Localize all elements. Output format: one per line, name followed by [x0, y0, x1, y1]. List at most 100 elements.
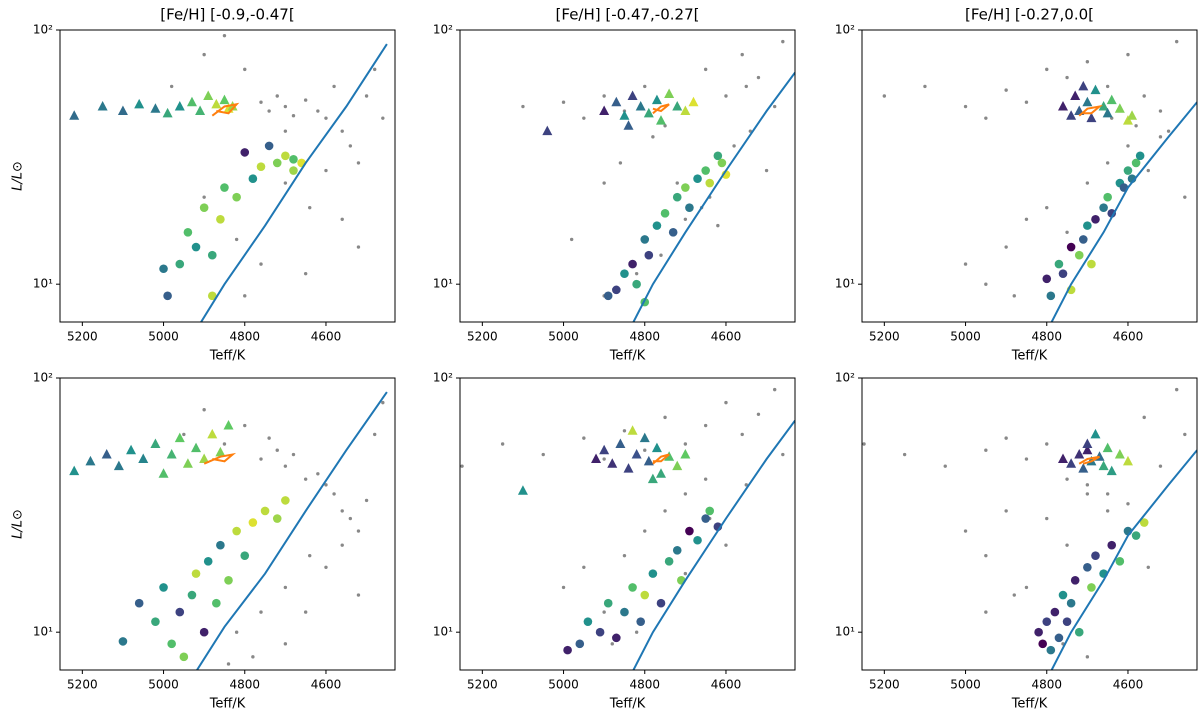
- background-point: [1142, 94, 1146, 98]
- triangle-point: [672, 460, 683, 471]
- background-point: [622, 429, 627, 433]
- background-point: [303, 271, 308, 276]
- background-point: [303, 98, 308, 102]
- background-point: [984, 553, 988, 558]
- axes-frame: [59, 377, 396, 671]
- background-point: [283, 642, 288, 646]
- background-point: [340, 217, 344, 222]
- circle-point: [1062, 617, 1072, 626]
- background-point: [259, 457, 263, 461]
- circle-point: [1054, 633, 1064, 643]
- background-point: [521, 104, 525, 109]
- background-point: [781, 452, 785, 457]
- axes-frame: [459, 377, 796, 671]
- circle-point: [705, 506, 715, 516]
- circle-point: [159, 264, 168, 274]
- background-point: [1105, 161, 1110, 165]
- triangle-point: [182, 458, 193, 468]
- background-point: [348, 516, 353, 521]
- background-point: [1024, 585, 1029, 590]
- background-point: [1174, 39, 1179, 44]
- background-point: [234, 237, 239, 242]
- circle-point: [1083, 221, 1092, 230]
- triangle-point: [1114, 103, 1125, 113]
- circle-point: [191, 569, 201, 578]
- circle-point: [167, 639, 176, 649]
- triangle-point: [647, 473, 658, 484]
- axes-frame: [861, 29, 1198, 323]
- background-point: [1134, 124, 1138, 128]
- background-point: [283, 104, 288, 109]
- background-point: [651, 135, 655, 139]
- triangle-point: [1078, 463, 1089, 473]
- background-point: [1024, 100, 1029, 104]
- triangle-point: [591, 453, 602, 464]
- background-point: [1045, 205, 1049, 210]
- circle-point: [672, 192, 682, 202]
- background-point: [340, 543, 344, 547]
- circle-point: [705, 178, 715, 188]
- model-line: [632, 420, 795, 670]
- model-line: [632, 72, 795, 322]
- circle-point: [220, 183, 229, 192]
- triangle-point: [631, 449, 642, 459]
- x-tick-label: 4600: [1113, 678, 1144, 692]
- circle-point: [1091, 215, 1100, 224]
- background-point: [1142, 415, 1146, 420]
- background-point: [202, 195, 206, 199]
- circle-point: [656, 598, 666, 608]
- triangle-point: [643, 455, 654, 466]
- model-line: [1078, 455, 1100, 465]
- background-point: [561, 585, 566, 590]
- circle-point: [118, 637, 128, 646]
- circle-point: [175, 259, 185, 269]
- triangle-point: [1106, 465, 1117, 476]
- y-tick-label: 10²: [33, 371, 53, 385]
- background-point: [1085, 483, 1090, 487]
- background-point: [582, 116, 586, 120]
- circle-point: [648, 569, 658, 578]
- background-point: [234, 630, 239, 634]
- triangle-point: [1106, 94, 1117, 105]
- background-point: [1126, 502, 1130, 506]
- background-point: [882, 94, 887, 98]
- background-point: [226, 662, 231, 666]
- triangle-point: [1098, 101, 1109, 111]
- x-tick-label: 5200: [869, 678, 900, 692]
- y-tick-label: 10¹: [835, 277, 855, 291]
- x-tick-label: 4600: [711, 330, 742, 344]
- circle-point: [717, 158, 727, 168]
- x-tick-label: 5200: [869, 330, 900, 344]
- background-point: [622, 553, 627, 558]
- background-point: [356, 593, 361, 597]
- circle-point: [1107, 540, 1117, 550]
- background-point: [1085, 181, 1090, 185]
- background-point: [663, 124, 667, 128]
- triangle-point: [672, 101, 683, 111]
- circle-point: [187, 590, 197, 600]
- circle-point: [1054, 259, 1064, 269]
- background-point: [663, 415, 667, 420]
- background-point: [643, 448, 647, 452]
- background-point: [1024, 457, 1029, 461]
- model-line: [211, 102, 240, 117]
- background-point: [1045, 67, 1049, 72]
- x-tick-label: 5200: [67, 330, 98, 344]
- circle-point: [1066, 242, 1076, 252]
- triangle-point: [1102, 442, 1113, 453]
- circle-point: [1074, 627, 1084, 637]
- circle-point: [1115, 557, 1125, 566]
- triangle-point: [1122, 455, 1133, 466]
- x-tick-label: 5000: [950, 330, 981, 344]
- triangle-point: [101, 449, 112, 459]
- x-tick-label: 4800: [1031, 330, 1062, 344]
- background-point: [1105, 492, 1110, 496]
- background-point: [541, 452, 545, 457]
- x-tick-label: 4800: [629, 330, 660, 344]
- background-point: [283, 129, 288, 133]
- background-point: [460, 464, 464, 468]
- background-point: [259, 610, 263, 614]
- circle-point: [151, 617, 160, 626]
- circle-point: [212, 598, 221, 608]
- background-point: [582, 565, 586, 570]
